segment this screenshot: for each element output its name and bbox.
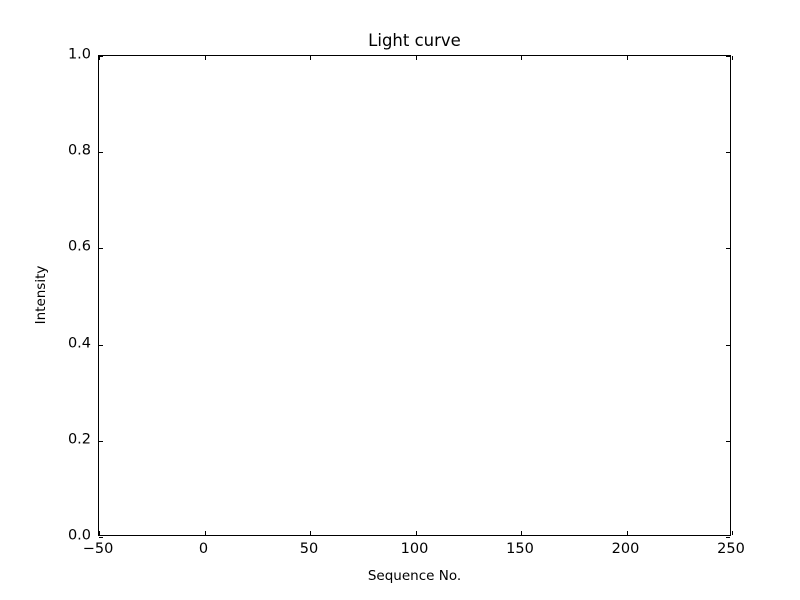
y-axis-label: Intensity bbox=[33, 265, 49, 325]
plot-area[interactable] bbox=[98, 55, 733, 538]
x-tick-label: 0 bbox=[198, 541, 209, 557]
x-tick-mark-top bbox=[310, 56, 311, 60]
x-tick-label: 150 bbox=[506, 541, 534, 557]
x-tick-label: −50 bbox=[82, 541, 114, 557]
x-tick-mark bbox=[310, 531, 311, 535]
x-axis-label: Sequence No. bbox=[367, 568, 462, 584]
y-tick-mark-right bbox=[726, 56, 730, 57]
x-tick-mark bbox=[732, 531, 733, 535]
chart-title: Light curve bbox=[368, 31, 461, 50]
plot-data-canvas bbox=[99, 56, 730, 535]
y-tick-mark bbox=[99, 537, 103, 538]
x-tick-label: 50 bbox=[299, 541, 319, 557]
x-tick-mark bbox=[99, 531, 100, 535]
y-tick-mark bbox=[99, 248, 103, 250]
x-tick-mark bbox=[415, 531, 417, 535]
x-tick-mark bbox=[521, 531, 522, 535]
x-tick-label: 200 bbox=[611, 541, 640, 557]
y-tick-label: 0.8 bbox=[67, 142, 91, 159]
x-tick-mark-top bbox=[521, 56, 522, 60]
y-tick-label: 0.0 bbox=[67, 527, 91, 544]
y-tick-mark bbox=[99, 56, 103, 57]
x-tick-mark-top bbox=[626, 56, 628, 60]
x-tick-mark bbox=[204, 531, 206, 535]
y-tick-mark bbox=[99, 440, 103, 442]
x-tick-label: 100 bbox=[400, 541, 429, 557]
y-tick-label: 0.4 bbox=[67, 335, 91, 352]
x-tick-mark-top bbox=[415, 56, 417, 60]
x-tick-label: 250 bbox=[717, 541, 745, 557]
y-tick-mark-right bbox=[726, 440, 730, 442]
x-tick-mark bbox=[626, 531, 628, 535]
y-tick-mark bbox=[99, 344, 103, 346]
y-tick-mark bbox=[99, 152, 103, 154]
y-tick-mark-right bbox=[726, 248, 730, 250]
y-tick-label: 0.2 bbox=[67, 431, 91, 448]
y-tick-mark-right bbox=[726, 152, 730, 154]
y-tick-mark-right bbox=[726, 344, 730, 346]
x-tick-mark-top bbox=[99, 56, 100, 60]
y-tick-label: 0.6 bbox=[67, 238, 91, 255]
y-tick-mark-right bbox=[726, 537, 730, 538]
y-tick-label: 1.0 bbox=[67, 46, 91, 63]
x-tick-mark-top bbox=[204, 56, 206, 60]
x-tick-mark-top bbox=[732, 56, 733, 60]
